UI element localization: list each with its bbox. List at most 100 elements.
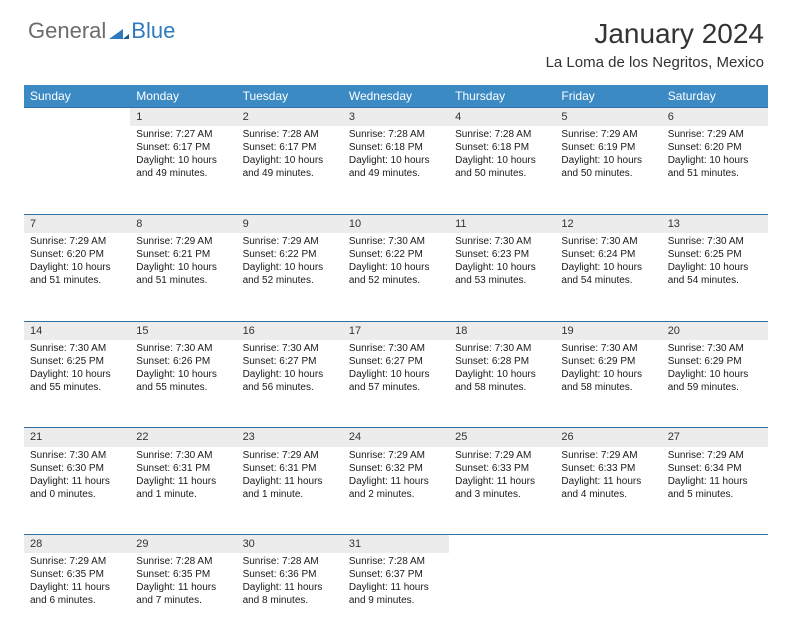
sunrise-text: Sunrise: 7:29 AM: [668, 449, 762, 462]
daylight2-text: and 49 minutes.: [243, 167, 337, 180]
day-number: 8: [130, 214, 236, 233]
sunset-text: Sunset: 6:17 PM: [136, 141, 230, 154]
daylight2-text: and 55 minutes.: [30, 381, 124, 394]
day-content-row: Sunrise: 7:30 AMSunset: 6:25 PMDaylight:…: [24, 340, 768, 428]
day-cell: Sunrise: 7:29 AMSunset: 6:32 PMDaylight:…: [343, 447, 449, 535]
sunrise-text: Sunrise: 7:30 AM: [561, 235, 655, 248]
weekday-header: Monday: [130, 85, 236, 108]
daylight2-text: and 50 minutes.: [561, 167, 655, 180]
daylight2-text: and 54 minutes.: [561, 274, 655, 287]
sunrise-text: Sunrise: 7:29 AM: [349, 449, 443, 462]
sunrise-text: Sunrise: 7:28 AM: [136, 555, 230, 568]
day-cell: Sunrise: 7:30 AMSunset: 6:27 PMDaylight:…: [343, 340, 449, 428]
day-cell: Sunrise: 7:29 AMSunset: 6:19 PMDaylight:…: [555, 126, 661, 214]
daylight1-text: Daylight: 10 hours: [243, 154, 337, 167]
day-cell: Sunrise: 7:29 AMSunset: 6:22 PMDaylight:…: [237, 233, 343, 321]
sunset-text: Sunset: 6:29 PM: [561, 355, 655, 368]
day-content-row: Sunrise: 7:27 AMSunset: 6:17 PMDaylight:…: [24, 126, 768, 214]
daylight2-text: and 50 minutes.: [455, 167, 549, 180]
sunset-text: Sunset: 6:31 PM: [243, 462, 337, 475]
daylight1-text: Daylight: 11 hours: [455, 475, 549, 488]
day-number: 16: [237, 321, 343, 340]
weekday-header: Sunday: [24, 85, 130, 108]
sunset-text: Sunset: 6:28 PM: [455, 355, 549, 368]
sunrise-text: Sunrise: 7:29 AM: [668, 128, 762, 141]
sunrise-text: Sunrise: 7:30 AM: [136, 449, 230, 462]
daylight2-text: and 3 minutes.: [455, 488, 549, 501]
day-number: 13: [662, 214, 768, 233]
day-number: 20: [662, 321, 768, 340]
day-cell: Sunrise: 7:28 AMSunset: 6:37 PMDaylight:…: [343, 553, 449, 641]
daylight2-text: and 52 minutes.: [349, 274, 443, 287]
day-number: 28: [24, 535, 130, 554]
sunset-text: Sunset: 6:24 PM: [561, 248, 655, 261]
day-number: [555, 535, 661, 554]
sunset-text: Sunset: 6:36 PM: [243, 568, 337, 581]
daylight1-text: Daylight: 10 hours: [561, 261, 655, 274]
daylight2-text: and 59 minutes.: [668, 381, 762, 394]
day-content-row: Sunrise: 7:29 AMSunset: 6:20 PMDaylight:…: [24, 233, 768, 321]
calendar-table: Sunday Monday Tuesday Wednesday Thursday…: [24, 85, 768, 641]
day-cell: Sunrise: 7:30 AMSunset: 6:29 PMDaylight:…: [555, 340, 661, 428]
sunrise-text: Sunrise: 7:30 AM: [136, 342, 230, 355]
daylight2-text: and 9 minutes.: [349, 594, 443, 607]
daylight2-text: and 58 minutes.: [455, 381, 549, 394]
sunset-text: Sunset: 6:34 PM: [668, 462, 762, 475]
sunset-text: Sunset: 6:25 PM: [668, 248, 762, 261]
day-number: 25: [449, 428, 555, 447]
sunset-text: Sunset: 6:29 PM: [668, 355, 762, 368]
day-number: 17: [343, 321, 449, 340]
daylight1-text: Daylight: 11 hours: [243, 475, 337, 488]
brand-part1: General: [28, 18, 106, 44]
daylight1-text: Daylight: 10 hours: [455, 261, 549, 274]
day-number: 1: [130, 108, 236, 127]
daylight2-text: and 0 minutes.: [30, 488, 124, 501]
daylight1-text: Daylight: 10 hours: [455, 154, 549, 167]
daylight1-text: Daylight: 10 hours: [243, 261, 337, 274]
day-cell: [662, 553, 768, 641]
daylight2-text: and 7 minutes.: [136, 594, 230, 607]
day-cell: [449, 553, 555, 641]
sunset-text: Sunset: 6:33 PM: [561, 462, 655, 475]
daylight1-text: Daylight: 10 hours: [136, 154, 230, 167]
day-number: 4: [449, 108, 555, 127]
sunset-text: Sunset: 6:35 PM: [136, 568, 230, 581]
daylight1-text: Daylight: 11 hours: [349, 475, 443, 488]
day-number: 19: [555, 321, 661, 340]
day-number: 26: [555, 428, 661, 447]
day-content-row: Sunrise: 7:29 AMSunset: 6:35 PMDaylight:…: [24, 553, 768, 641]
day-number: 31: [343, 535, 449, 554]
daylight2-text: and 8 minutes.: [243, 594, 337, 607]
day-cell: Sunrise: 7:30 AMSunset: 6:24 PMDaylight:…: [555, 233, 661, 321]
daylight2-text: and 52 minutes.: [243, 274, 337, 287]
sunset-text: Sunset: 6:33 PM: [455, 462, 549, 475]
sunrise-text: Sunrise: 7:30 AM: [455, 235, 549, 248]
day-number: 10: [343, 214, 449, 233]
sunset-text: Sunset: 6:22 PM: [243, 248, 337, 261]
day-cell: Sunrise: 7:27 AMSunset: 6:17 PMDaylight:…: [130, 126, 236, 214]
day-number: 18: [449, 321, 555, 340]
day-number: 5: [555, 108, 661, 127]
daylight1-text: Daylight: 10 hours: [668, 154, 762, 167]
sunset-text: Sunset: 6:32 PM: [349, 462, 443, 475]
daylight1-text: Daylight: 10 hours: [561, 154, 655, 167]
daylight2-text: and 55 minutes.: [136, 381, 230, 394]
weekday-header: Saturday: [662, 85, 768, 108]
sunrise-text: Sunrise: 7:29 AM: [561, 128, 655, 141]
daylight1-text: Daylight: 10 hours: [30, 261, 124, 274]
day-cell: Sunrise: 7:30 AMSunset: 6:31 PMDaylight:…: [130, 447, 236, 535]
weekday-header: Wednesday: [343, 85, 449, 108]
day-number-row: 21222324252627: [24, 428, 768, 447]
weekday-header: Thursday: [449, 85, 555, 108]
sunset-text: Sunset: 6:35 PM: [30, 568, 124, 581]
sunset-text: Sunset: 6:22 PM: [349, 248, 443, 261]
sunrise-text: Sunrise: 7:28 AM: [455, 128, 549, 141]
day-cell: Sunrise: 7:29 AMSunset: 6:20 PMDaylight:…: [662, 126, 768, 214]
sunrise-text: Sunrise: 7:30 AM: [561, 342, 655, 355]
sunset-text: Sunset: 6:18 PM: [455, 141, 549, 154]
day-cell: Sunrise: 7:30 AMSunset: 6:23 PMDaylight:…: [449, 233, 555, 321]
sunrise-text: Sunrise: 7:30 AM: [455, 342, 549, 355]
daylight2-text: and 1 minute.: [243, 488, 337, 501]
brand-logo: General Blue: [28, 18, 175, 44]
daylight2-text: and 49 minutes.: [136, 167, 230, 180]
